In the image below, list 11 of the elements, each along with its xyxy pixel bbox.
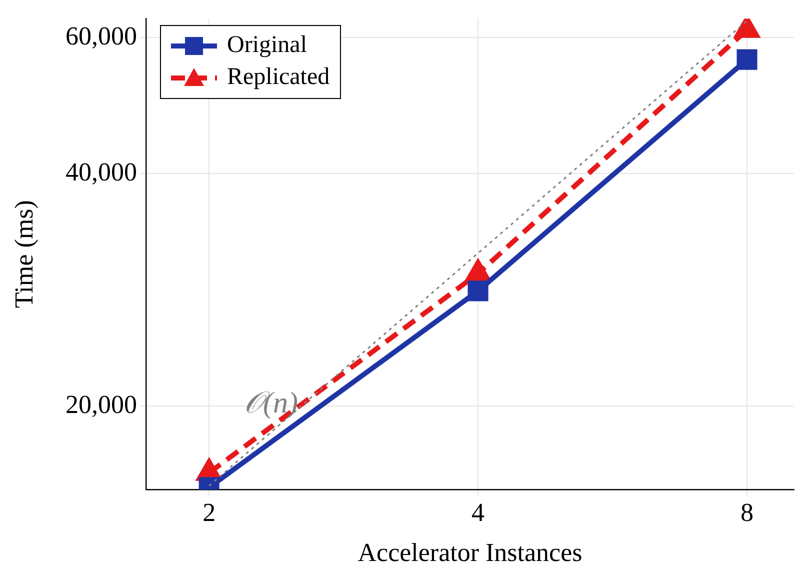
legend-label: Original	[227, 32, 307, 60]
legend-label: Replicated	[227, 64, 330, 92]
annotation: 𝒪(n)	[244, 386, 298, 420]
x-axis-title: Accelerator Instances	[358, 538, 582, 568]
y-axis-title: Time (ms)	[9, 200, 38, 308]
x-tick-label: 8	[740, 498, 754, 528]
y-tick-label: 40,000	[66, 157, 137, 186]
x-tick-label: 2	[202, 498, 216, 528]
y-tick-label: 20,000	[66, 390, 137, 420]
x-tick-label: 4	[472, 498, 485, 528]
y-tick-label: 60,000	[66, 21, 137, 50]
